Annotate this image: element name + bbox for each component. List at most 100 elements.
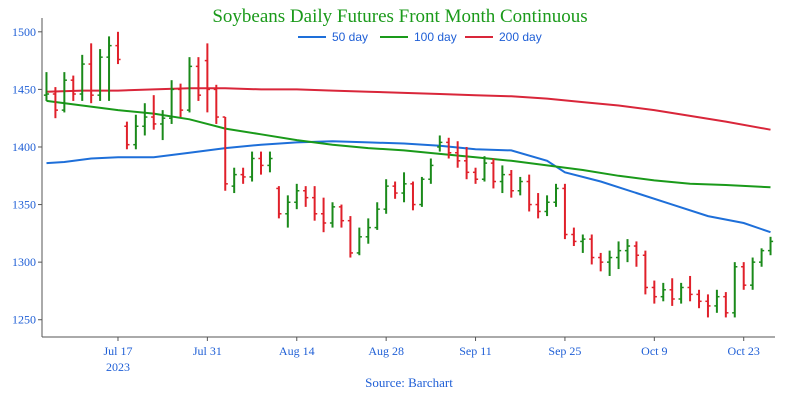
plot-area bbox=[43, 31, 774, 318]
ohlc-bar bbox=[106, 36, 112, 101]
ohlc-bar bbox=[169, 80, 175, 124]
ohlc-bar bbox=[481, 156, 488, 182]
legend: 50 day 100 day 200 day bbox=[298, 30, 542, 44]
ohlc-bar bbox=[97, 49, 103, 101]
ohlc-bar bbox=[624, 239, 631, 263]
ohlc-bar bbox=[347, 216, 353, 258]
ohlc-bar bbox=[285, 195, 291, 228]
ohlc-bar bbox=[320, 197, 327, 233]
x-tick-label: Aug 28 bbox=[368, 344, 404, 358]
ohlc-bar bbox=[79, 54, 85, 101]
ohlc-bar bbox=[687, 275, 693, 302]
y-tick-label: 1250 bbox=[12, 313, 36, 327]
ohlc-bar bbox=[651, 280, 657, 304]
chart-title: Soybeans Daily Futures Front Month Conti… bbox=[212, 6, 587, 27]
x-tick-label: Jul 31 bbox=[193, 344, 222, 358]
ohlc-bar bbox=[115, 31, 121, 65]
ohlc-bar bbox=[133, 114, 139, 150]
ohlc-bar bbox=[383, 179, 389, 214]
ma-50-day-line bbox=[46, 140, 771, 234]
ohlc-bar bbox=[303, 186, 309, 207]
ohlc-bar bbox=[338, 204, 345, 228]
ohlc-bar bbox=[732, 262, 738, 318]
ohlc-bar bbox=[490, 158, 497, 189]
ohlc-bar bbox=[88, 43, 94, 104]
ohlc-bar bbox=[151, 95, 157, 130]
ohlc-bar bbox=[365, 218, 371, 244]
legend-label-100-day: 100 day bbox=[414, 30, 457, 44]
ohlc-bar bbox=[267, 151, 273, 173]
ohlc-bar bbox=[750, 257, 756, 290]
ohlc-bar bbox=[607, 250, 613, 276]
ohlc-bar bbox=[705, 294, 711, 318]
ohlc-bar bbox=[294, 183, 300, 210]
ohlc-bar bbox=[61, 72, 67, 113]
ma-200-day-line bbox=[46, 87, 771, 131]
ohlc-bar bbox=[222, 116, 228, 191]
ohlc-bar bbox=[160, 110, 166, 141]
ohlc-bar bbox=[723, 292, 729, 318]
ohlc-bar bbox=[669, 278, 675, 306]
ohlc-bar bbox=[562, 183, 568, 240]
y-tick-label: 1450 bbox=[12, 82, 36, 96]
x-tick-label: Sep 25 bbox=[548, 344, 581, 358]
x-tick-year-label: 2023 bbox=[106, 360, 130, 374]
ohlc-bar bbox=[428, 158, 434, 184]
ohlc-bar bbox=[499, 165, 505, 194]
ohlc-bar bbox=[714, 289, 720, 313]
ohlc-bar bbox=[52, 87, 59, 119]
ohlc-bar bbox=[204, 43, 210, 113]
ohlc-bar bbox=[329, 202, 336, 228]
ohlc-bar bbox=[615, 241, 622, 270]
ohlc-bar bbox=[70, 75, 76, 101]
ohlc-bar bbox=[580, 234, 586, 253]
ohlc-bar bbox=[410, 181, 416, 211]
ohlc-bar bbox=[526, 174, 532, 212]
ohlc-bar bbox=[249, 151, 255, 182]
ohlc-bar bbox=[419, 176, 425, 207]
ohlc-bar bbox=[240, 167, 246, 184]
source-note: Source: Barchart bbox=[365, 375, 453, 390]
y-tick-label: 1400 bbox=[12, 140, 36, 154]
ohlc-bar bbox=[660, 282, 666, 302]
ohlc-bar bbox=[124, 121, 130, 150]
ohlc-bar bbox=[642, 250, 648, 295]
ohlc-bar bbox=[517, 176, 523, 196]
ohlc-bar bbox=[142, 103, 148, 136]
ohlc-bar bbox=[186, 57, 193, 113]
ohlc-bar bbox=[437, 135, 443, 152]
ohlc-bar bbox=[356, 227, 362, 256]
ohlc-bar bbox=[553, 183, 559, 207]
ohlc-bar bbox=[571, 227, 577, 247]
x-tick-label: Oct 23 bbox=[728, 344, 760, 358]
ohlc-bar bbox=[401, 172, 407, 203]
ohlc-bar bbox=[464, 146, 470, 180]
ohlc-bar bbox=[258, 151, 264, 175]
ohlc-bar bbox=[678, 282, 684, 304]
ohlc-bar bbox=[177, 83, 184, 118]
y-tick-label: 1500 bbox=[12, 25, 36, 39]
y-tick-label: 1350 bbox=[12, 198, 36, 212]
ohlc-bar bbox=[472, 167, 479, 184]
x-tick-label: Sep 11 bbox=[459, 344, 492, 358]
ohlc-bar bbox=[455, 141, 461, 168]
ohlc-bar bbox=[213, 84, 219, 124]
legend-label-50-day: 50 day bbox=[332, 30, 368, 44]
ohlc-bar bbox=[544, 195, 550, 217]
y-axis: 1250 1300 1350 1400 1450 1500 bbox=[12, 25, 42, 327]
x-tick-label: Oct 9 bbox=[641, 344, 667, 358]
ohlc-bar bbox=[767, 236, 774, 256]
ma-100-day-line bbox=[46, 99, 771, 189]
x-tick-label: Aug 14 bbox=[279, 344, 315, 358]
x-axis: Jul 17 2023 Jul 31 Aug 14 Aug 28 Sep 11 Sep 25… bbox=[103, 337, 760, 374]
ohlc-bar bbox=[374, 202, 380, 230]
ohlc-bar bbox=[43, 72, 50, 101]
y-tick-label: 1300 bbox=[12, 255, 36, 269]
ohlc-bar bbox=[276, 186, 282, 219]
ohlc-bar bbox=[508, 170, 514, 198]
ohlc-bar bbox=[446, 137, 452, 159]
ohlc-bar bbox=[696, 289, 702, 309]
ohlc-bar bbox=[633, 241, 640, 267]
moving-average-layer bbox=[46, 87, 771, 234]
